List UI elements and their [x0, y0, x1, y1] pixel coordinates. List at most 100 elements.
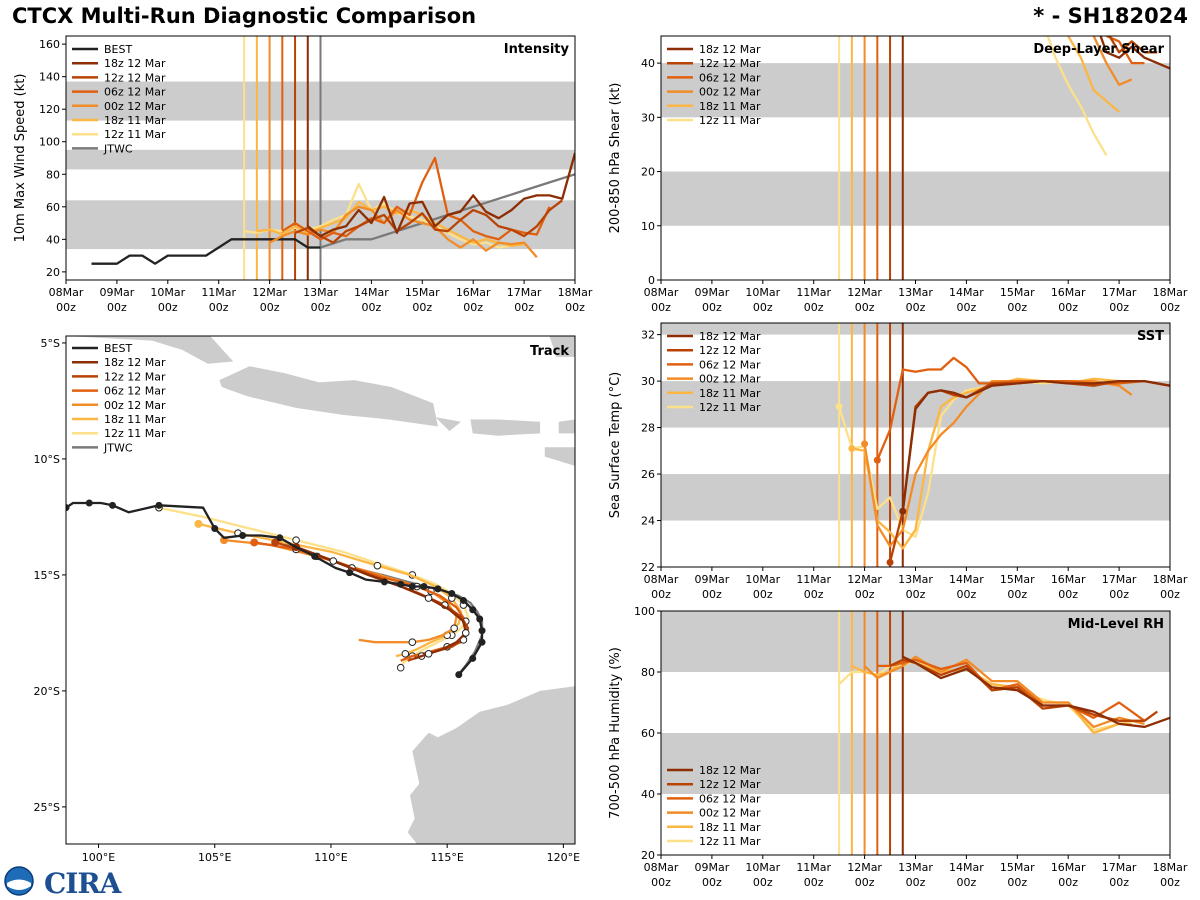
intensity-xtick-label-7: 15Mar [405, 286, 440, 299]
shear-xtick-sublabel-8: 00z [1058, 301, 1078, 314]
intensity-xtick-sublabel-5: 00z [311, 301, 331, 314]
sst-xtick-sublabel-5: 00z [906, 588, 926, 601]
track-start-12z-12-mar [271, 538, 280, 547]
shear-xtick-label-9: 17Mar [1102, 286, 1137, 299]
sst-xtick-label-10: 18Mar [1153, 573, 1188, 586]
land-masses [66, 336, 575, 844]
rh-xtick-label-2: 10Mar [745, 861, 780, 874]
track-title: Track [530, 344, 569, 359]
intensity-xtick-label-1: 09Mar [100, 286, 135, 299]
sst-xtick-label-0: 08Mar [644, 573, 679, 586]
sst-ytick-label-4: 30 [641, 375, 655, 388]
shear-series-18z-12-mar [1099, 36, 1170, 70]
shear-legend-label-0: 18z 12 Mar [699, 43, 761, 56]
shear-xtick-label-1: 09Mar [695, 286, 730, 299]
rh-xtick-sublabel-8: 00z [1058, 876, 1078, 889]
intensity-legend-label-5: 18z 11 Mar [104, 114, 166, 127]
intensity-xtick-sublabel-7: 00z [412, 301, 432, 314]
rh-xtick-label-1: 09Mar [695, 861, 730, 874]
track-point-best-18 [380, 578, 388, 586]
rh-xtick-sublabel-10: 00z [1160, 876, 1180, 889]
rh-title: Mid-Level RH [1068, 617, 1164, 632]
intensity-legend-label-2: 12z 12 Mar [104, 71, 166, 84]
sst-xtick-sublabel-10: 00z [1160, 588, 1180, 601]
sst-legend-label-1: 12z 12 Mar [699, 344, 761, 357]
shear-series-18z-11-mar [1067, 36, 1120, 113]
track-point-18z-11-mar-4 [401, 649, 410, 658]
intensity-xtick-sublabel-2: 00z [158, 301, 178, 314]
rh-xtick-sublabel-0: 00z [651, 876, 671, 889]
intensity-panel: 20 40 60 80 100 120 140 160 08Mar 00z 09Mar 00z 10Ma… [13, 35, 593, 314]
logo-strip: CIRA [4, 866, 121, 900]
shear-ytick-label-0: 0 [648, 274, 655, 287]
shear-xtick-label-2: 10Mar [745, 286, 780, 299]
track-point-18z-12-mar-1 [424, 594, 433, 602]
track-ytick-label-2: 15°S [34, 569, 60, 582]
track-point-18z-12-mar-0 [329, 557, 338, 565]
shear-legend-label-4: 18z 11 Mar [699, 100, 761, 113]
track-point-best-29 [469, 654, 477, 662]
track-start-06z-12-mar [250, 538, 259, 547]
track-legend-label-6: 12z 11 Mar [104, 427, 166, 440]
intensity-xtick-label-6: 14Mar [354, 286, 389, 299]
sst-series-start-point-0 [835, 403, 843, 411]
rh-legend-label-5: 12z 11 Mar [699, 835, 761, 848]
shear-xtick-sublabel-1: 00z [702, 301, 722, 314]
sst-ytick-label-1: 24 [641, 515, 655, 528]
intensity-ytick-label-6: 140 [39, 71, 60, 84]
intensity-title: Intensity [504, 42, 570, 57]
sst-xtick-sublabel-8: 00z [1058, 588, 1078, 601]
sst-title: SST [1137, 329, 1164, 344]
sst-series-18z-12-mar [901, 379, 1170, 512]
sst-series-start-point-3 [873, 456, 881, 464]
sst-band-2 [661, 323, 1170, 335]
australia-west [407, 686, 575, 844]
track-frame [65, 335, 576, 845]
shear-xtick-label-8: 16Mar [1051, 286, 1086, 299]
rh-ytick-label-2: 60 [641, 727, 655, 740]
track-legend-label-5: 18z 11 Mar [104, 413, 166, 426]
rh-series-group [838, 655, 1170, 735]
rh-xtick-label-7: 15Mar [1000, 861, 1035, 874]
sumatra-tip [66, 336, 234, 364]
intensity-xtick-sublabel-8: 00z [463, 301, 483, 314]
intensity-xtick-sublabel-1: 00z [107, 301, 127, 314]
track-point-best-0 [66, 504, 70, 512]
intensity-ytick-label-5: 120 [39, 103, 60, 116]
intensity-legend-label-6: 12z 11 Mar [104, 128, 166, 141]
sst-xtick-sublabel-6: 00z [957, 588, 977, 601]
shear-legend-label-5: 12z 11 Mar [699, 114, 761, 127]
intensity-series-group [91, 152, 575, 265]
track-point-best-20 [408, 583, 416, 591]
rh-xtick-sublabel-4: 00z [855, 876, 875, 889]
track-legend-label-7: JTWC [103, 441, 133, 454]
shear-xtick-label-10: 18Mar [1153, 286, 1188, 299]
track-xtick-label-2: 110°E [314, 851, 347, 864]
sst-series-start-point-4 [886, 558, 894, 566]
track-point-best-25 [469, 606, 477, 614]
track-legend-label-3: 06z 12 Mar [104, 385, 166, 398]
intensity-xtick-label-0: 08Mar [49, 286, 84, 299]
sst-series-start-point-1 [848, 444, 856, 452]
java-island [219, 366, 438, 427]
shear-xtick-label-0: 08Mar [644, 286, 679, 299]
shear-xtick-sublabel-7: 00z [1007, 301, 1027, 314]
intensity-xtick-label-9: 17Mar [507, 286, 542, 299]
intensity-xtick-label-5: 13Mar [303, 286, 338, 299]
rh-legend-label-3: 00z 12 Mar [699, 807, 761, 820]
shear-xtick-sublabel-10: 00z [1160, 301, 1180, 314]
rh-xtick-sublabel-5: 00z [906, 876, 926, 889]
rh-xtick-label-0: 08Mar [644, 861, 679, 874]
track-point-best-2 [85, 499, 93, 507]
track-xtick-label-1: 105°E [198, 851, 231, 864]
rh-legend-label-4: 18z 11 Mar [699, 821, 761, 834]
shear-panel: 0 10 20 30 40 08Mar 00z 09Mar 00z 10Mar 00z 11Mar 00… [608, 35, 1188, 314]
rh-xtick-label-4: 12Mar [847, 861, 882, 874]
sst-xtick-label-9: 17Mar [1102, 573, 1137, 586]
sst-legend-label-0: 18z 12 Mar [699, 330, 761, 343]
intensity-ytick-label-3: 80 [46, 168, 60, 181]
intensity-xtick-sublabel-10: 00z [565, 301, 585, 314]
track-point-18z-11-mar-1 [373, 561, 382, 570]
sst-ylabel: Sea Surface Temp (°C) [608, 372, 623, 519]
